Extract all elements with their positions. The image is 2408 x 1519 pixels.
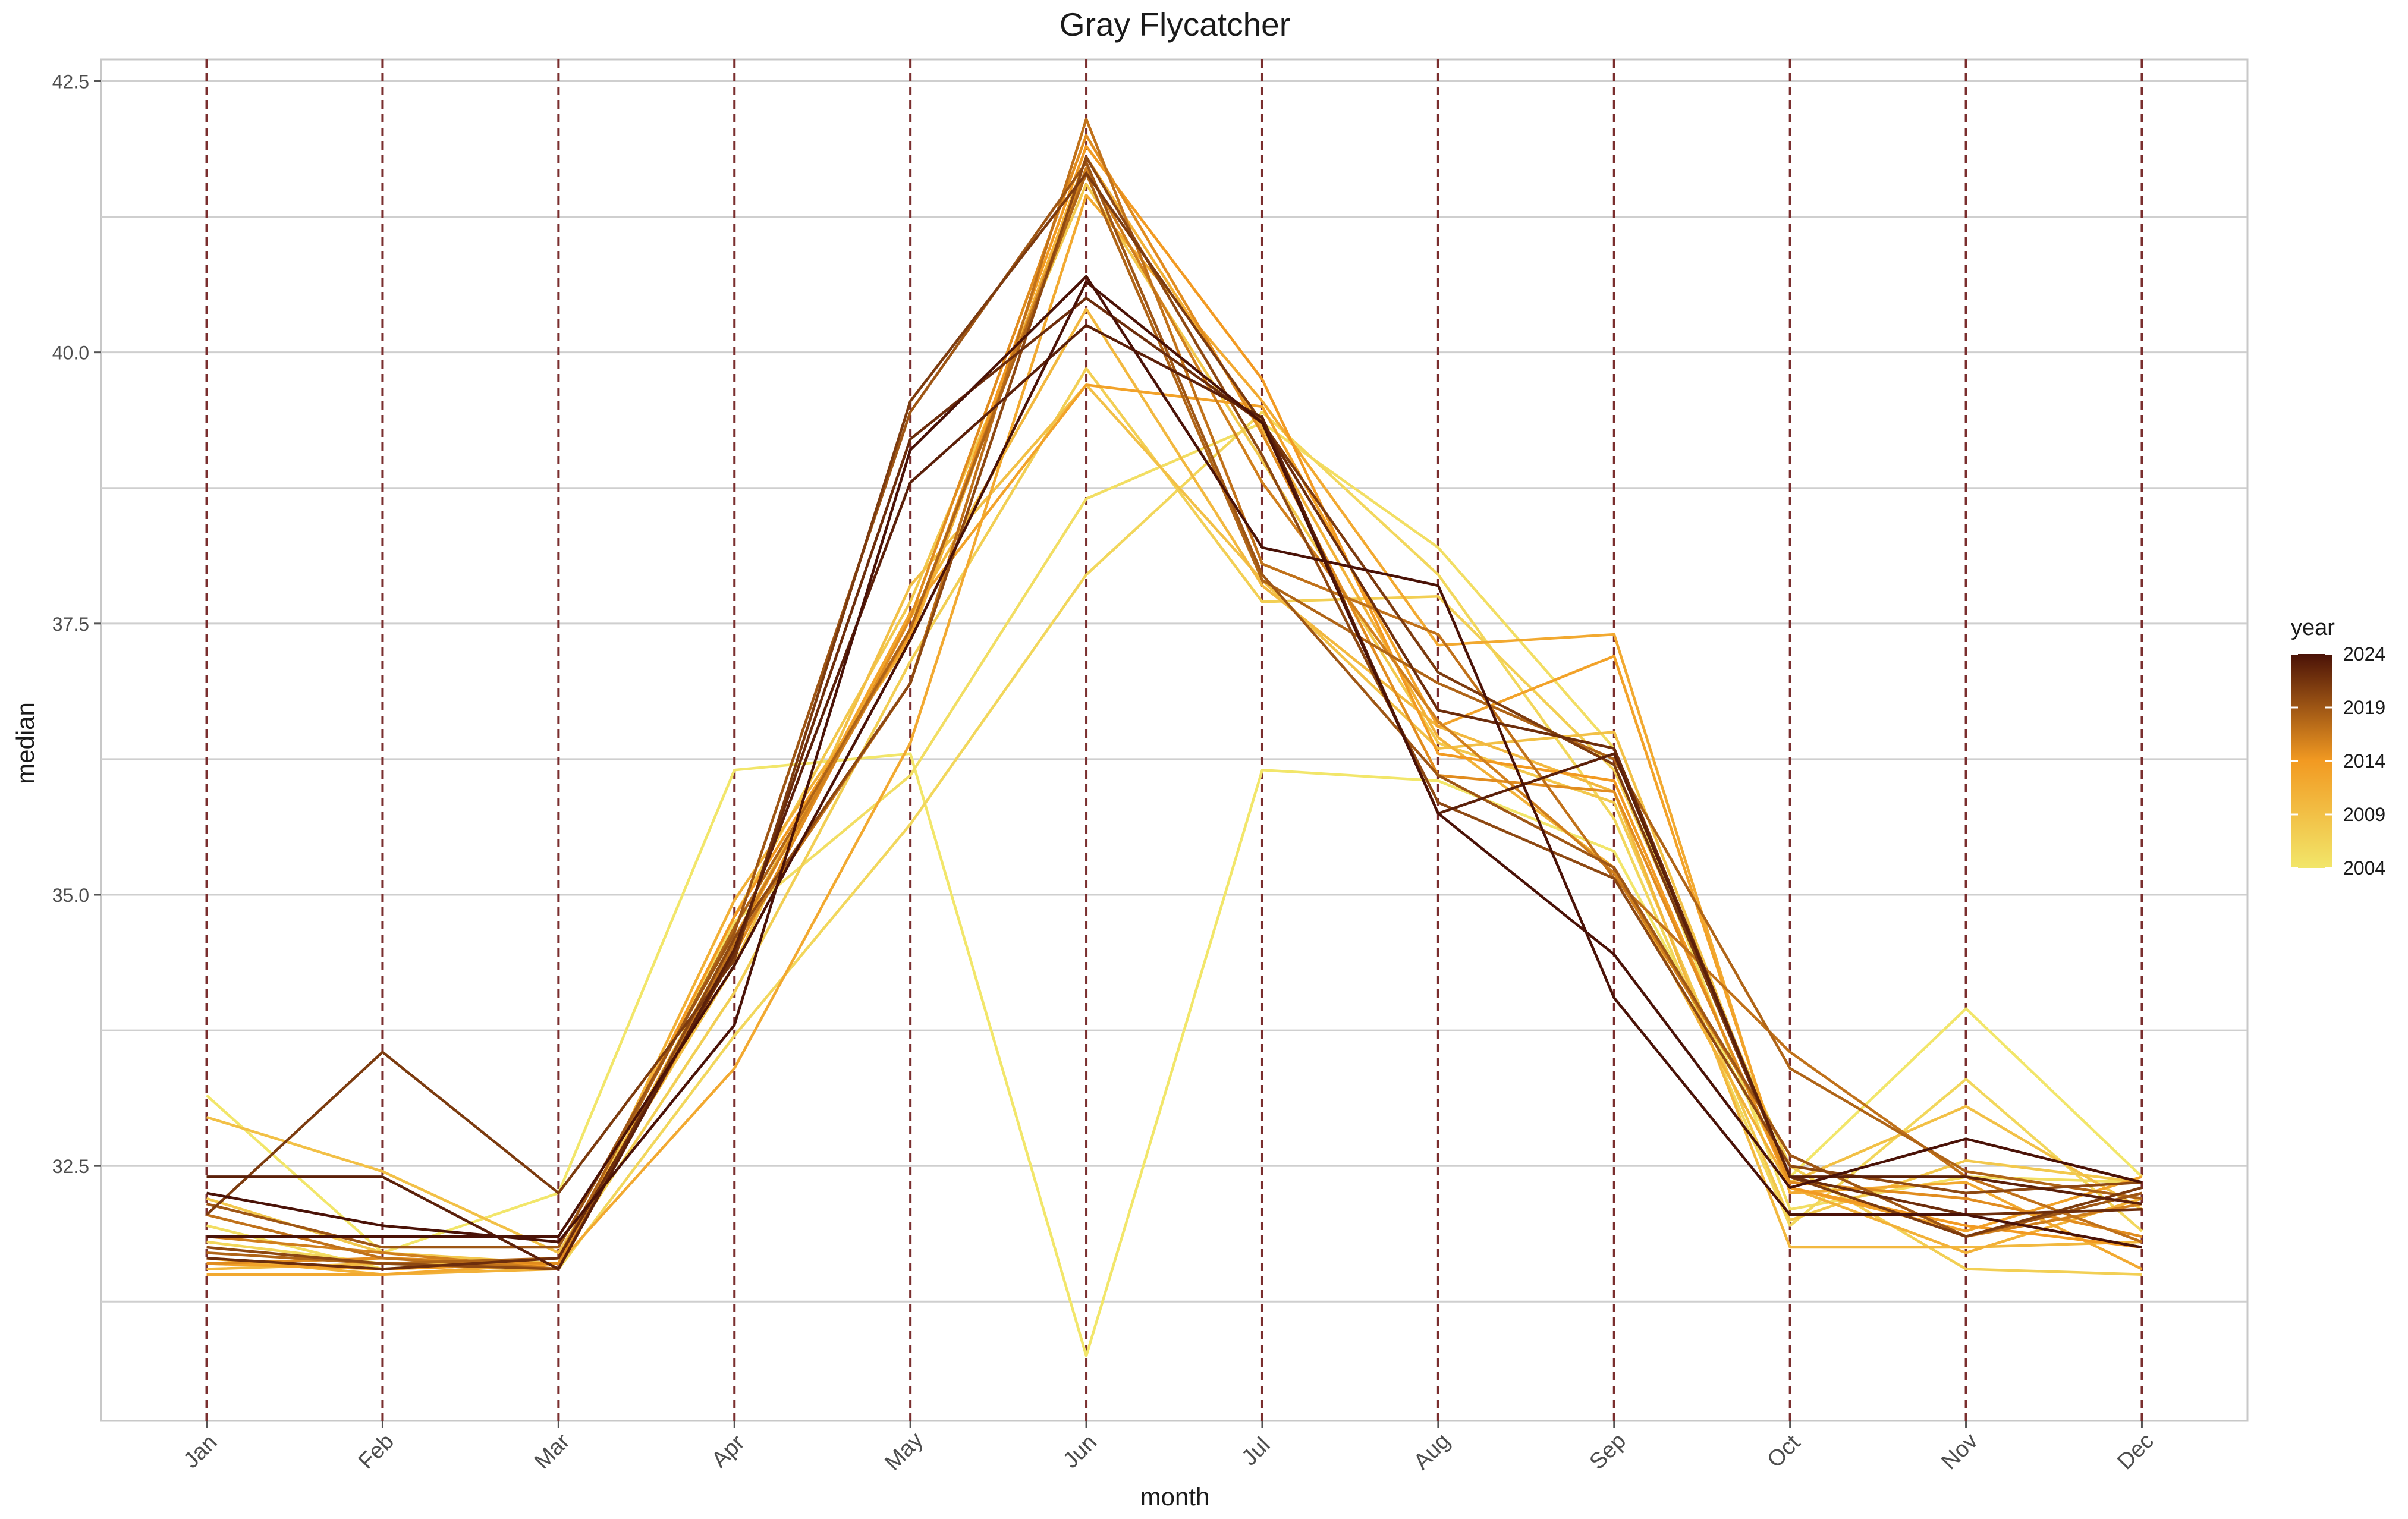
- series-line-2024: [206, 280, 2143, 1238]
- x-tick-label: Mar: [530, 1429, 575, 1474]
- series-line-2009: [206, 383, 2143, 1254]
- series-line-2015: [206, 134, 2142, 1265]
- x-tick-label: Nov: [1937, 1429, 1982, 1474]
- series-line-2023: [206, 323, 2142, 1270]
- vertical-reference-lines: [205, 59, 2143, 1421]
- series-line-2019: [206, 161, 2143, 1249]
- series-line-2010: [206, 307, 2142, 1270]
- y-tick-label: 40.0: [52, 342, 89, 364]
- series-line-2011: [206, 155, 2143, 1276]
- y-tick-label: 35.0: [52, 885, 89, 906]
- grid-layer: [100, 58, 2249, 1422]
- legend-tick-label: 2014: [2343, 750, 2385, 772]
- legend-tick-label: 2004: [2343, 857, 2385, 879]
- series-line-2014: [206, 144, 2142, 1270]
- plot-panel-border: [100, 58, 2249, 1422]
- y-tick-label: 37.5: [52, 614, 89, 635]
- x-tick-label: Jun: [1058, 1430, 1102, 1473]
- series-line-2012: [206, 193, 2143, 1276]
- legend-tick-label: 2019: [2343, 697, 2385, 718]
- x-tick-label: Apr: [707, 1430, 750, 1473]
- y-tick-label: 32.5: [52, 1156, 89, 1177]
- x-axis-label: month: [1140, 1483, 1210, 1511]
- x-tick-label: Sep: [1585, 1429, 1631, 1475]
- y-axis-label: median: [11, 702, 39, 784]
- series-line-2007: [206, 367, 2142, 1276]
- legend-title: year: [2291, 615, 2335, 640]
- series-line-2022: [206, 297, 2142, 1270]
- x-tick-label: Feb: [354, 1429, 399, 1474]
- series-layer: [205, 118, 2143, 1357]
- legend: year 2004 2009 2014 2019 2024: [2291, 615, 2385, 879]
- legend-tick-label: 2024: [2343, 643, 2385, 665]
- legend-tick-label: 2009: [2343, 804, 2385, 825]
- series-line-2013: [206, 383, 2143, 1270]
- chart-title: Gray Flycatcher: [1060, 6, 1290, 43]
- series-line-2020: [206, 155, 2142, 1270]
- series-line-2004: [206, 752, 2143, 1357]
- x-tick-label: May: [880, 1427, 928, 1475]
- series-line-2006: [206, 410, 2143, 1270]
- x-tick-label: Aug: [1409, 1429, 1456, 1475]
- series-line-2021: [205, 172, 2143, 1238]
- series-line-2018: [206, 172, 2142, 1265]
- x-tick-label: Jul: [1237, 1432, 1275, 1470]
- series-line-2024: [206, 275, 2142, 1249]
- x-tick-label: Dec: [2112, 1429, 2158, 1474]
- x-tick-label: Jan: [179, 1430, 222, 1473]
- x-tick-label: Oct: [1762, 1430, 1805, 1473]
- y-tick-label: 42.5: [52, 71, 89, 92]
- series-line-2008: [206, 183, 2142, 1265]
